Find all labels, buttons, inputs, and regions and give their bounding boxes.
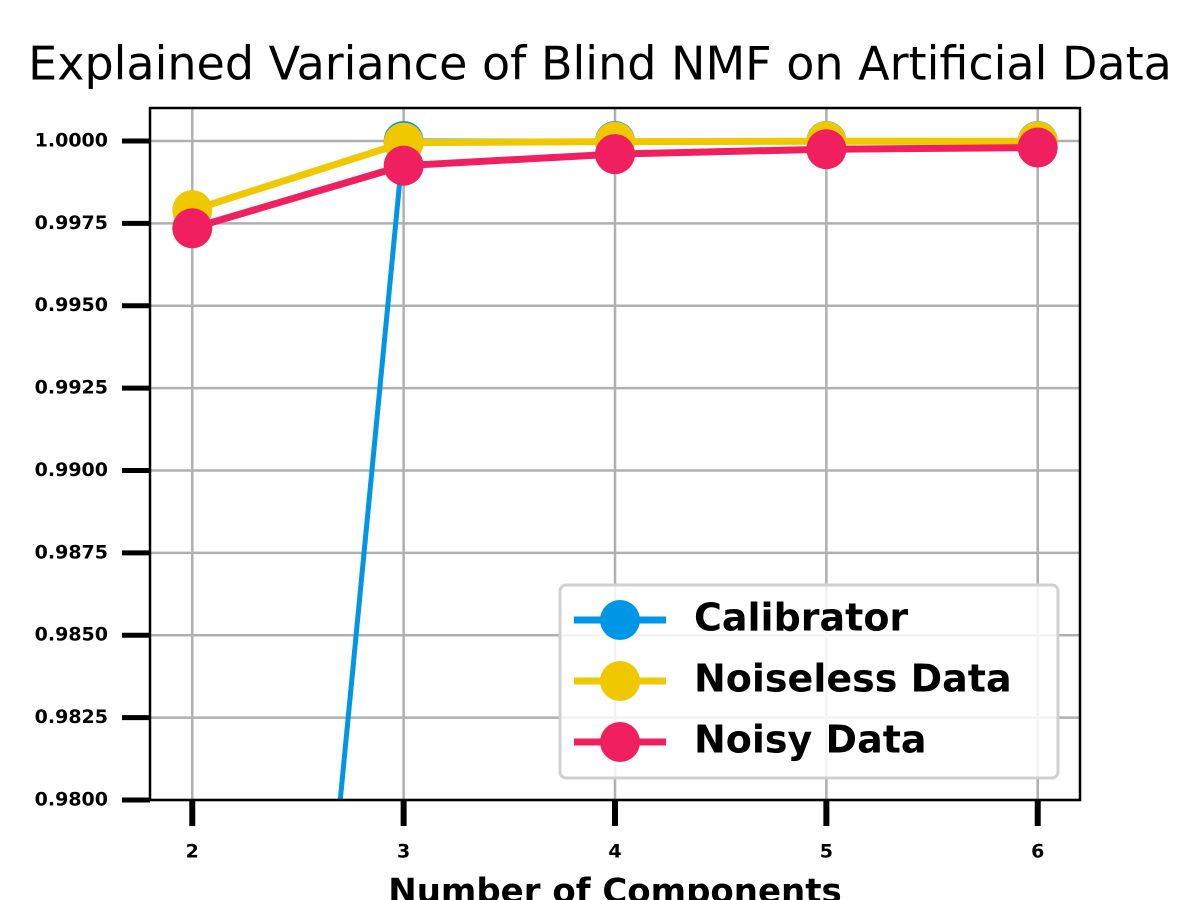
y-tick-label: 0.9900 <box>35 459 108 481</box>
y-tick-label: 0.9875 <box>35 541 108 563</box>
legend-marker <box>600 600 640 640</box>
y-tick-label: 1.0000 <box>35 129 108 151</box>
series-marker <box>806 129 847 170</box>
x-tick-label: 6 <box>1031 841 1044 863</box>
x-tick-label: 4 <box>608 841 621 863</box>
y-tick-label: 0.9850 <box>35 624 108 646</box>
legend-marker <box>600 661 640 701</box>
y-tick-label: 0.9825 <box>35 706 108 728</box>
series-marker <box>595 134 635 175</box>
y-tick-label: 0.9800 <box>35 789 108 811</box>
plot-series <box>172 120 1058 800</box>
x-tick-label: 5 <box>820 841 833 863</box>
series-marker <box>1017 127 1058 168</box>
y-tick-label: 0.9950 <box>35 294 108 316</box>
series-marker <box>172 208 213 249</box>
x-tick-label: 3 <box>397 841 410 863</box>
y-tick-label: 0.9975 <box>35 212 108 234</box>
x-axis-label: Number of Components <box>388 872 841 900</box>
legend-marker <box>600 722 640 762</box>
legend-box <box>558 583 1060 780</box>
series-marker <box>383 145 424 186</box>
legend-label: Noiseless Data <box>694 657 1012 701</box>
y-tick-label: 0.9925 <box>35 377 108 399</box>
legend-label: Calibrator <box>694 596 908 640</box>
x-tick-label: 2 <box>186 841 199 863</box>
plot-frame <box>148 106 1082 802</box>
chart-title: Explained Variance of Blind NMF on Artif… <box>28 37 1172 91</box>
legend-label: Noisy Data <box>694 718 927 762</box>
